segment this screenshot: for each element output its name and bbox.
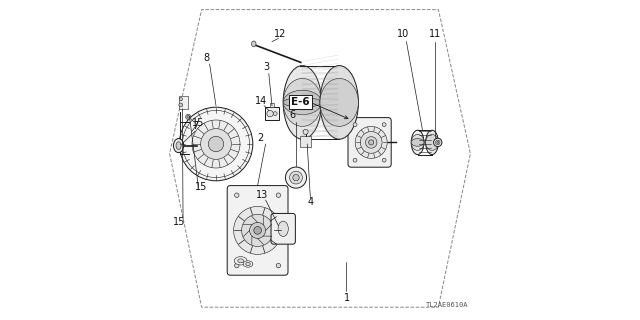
Circle shape <box>187 116 189 118</box>
Bar <box>179 96 188 109</box>
Text: 2: 2 <box>258 132 264 143</box>
Ellipse shape <box>426 130 438 155</box>
Circle shape <box>437 141 439 143</box>
Text: 4: 4 <box>308 196 314 207</box>
Circle shape <box>435 140 440 145</box>
FancyBboxPatch shape <box>227 186 288 275</box>
Circle shape <box>355 126 387 158</box>
Ellipse shape <box>176 142 181 149</box>
Ellipse shape <box>283 98 321 107</box>
Text: 10: 10 <box>397 28 410 39</box>
Circle shape <box>267 110 273 117</box>
Bar <box>300 136 312 147</box>
Ellipse shape <box>173 139 184 153</box>
Ellipse shape <box>278 221 288 236</box>
Ellipse shape <box>246 262 250 266</box>
Ellipse shape <box>320 66 358 139</box>
Text: 8: 8 <box>204 52 209 63</box>
Text: TL2AE0610A: TL2AE0610A <box>426 302 468 308</box>
Ellipse shape <box>243 261 253 267</box>
Ellipse shape <box>412 130 424 155</box>
Circle shape <box>179 107 253 181</box>
FancyBboxPatch shape <box>348 118 391 167</box>
Bar <box>265 107 279 120</box>
Circle shape <box>242 214 274 246</box>
Circle shape <box>186 114 191 119</box>
Circle shape <box>234 193 239 197</box>
Ellipse shape <box>412 134 424 150</box>
Circle shape <box>192 120 240 168</box>
Circle shape <box>365 137 377 148</box>
Ellipse shape <box>234 257 247 265</box>
Circle shape <box>273 112 277 116</box>
Ellipse shape <box>426 134 438 150</box>
Circle shape <box>360 132 382 153</box>
Text: 1: 1 <box>344 292 350 303</box>
Circle shape <box>353 158 357 162</box>
Text: 3: 3 <box>263 62 269 72</box>
Circle shape <box>179 103 183 107</box>
Ellipse shape <box>412 139 424 146</box>
FancyBboxPatch shape <box>271 213 296 244</box>
Text: 12: 12 <box>274 28 286 39</box>
Circle shape <box>234 206 282 254</box>
Text: E-6: E-6 <box>291 97 310 108</box>
Circle shape <box>250 222 266 238</box>
Text: 15: 15 <box>191 118 204 128</box>
Text: 7: 7 <box>192 121 198 132</box>
Ellipse shape <box>320 78 358 126</box>
Circle shape <box>179 98 182 101</box>
Circle shape <box>254 227 262 234</box>
Circle shape <box>201 129 232 159</box>
Circle shape <box>434 138 442 147</box>
Text: 15: 15 <box>195 182 207 192</box>
Circle shape <box>285 167 307 188</box>
Ellipse shape <box>283 90 321 115</box>
Ellipse shape <box>283 78 321 126</box>
Circle shape <box>382 158 386 162</box>
Ellipse shape <box>252 41 256 47</box>
Ellipse shape <box>283 66 321 139</box>
Text: 11: 11 <box>429 28 442 39</box>
Circle shape <box>290 171 302 184</box>
Circle shape <box>382 123 386 126</box>
Ellipse shape <box>303 129 308 134</box>
Text: 13: 13 <box>255 190 268 200</box>
Circle shape <box>276 263 280 268</box>
Circle shape <box>234 263 239 268</box>
Circle shape <box>209 136 224 152</box>
Circle shape <box>369 140 374 145</box>
Bar <box>270 103 274 107</box>
Ellipse shape <box>238 259 243 263</box>
Circle shape <box>276 193 280 197</box>
Circle shape <box>353 123 357 126</box>
Text: 6: 6 <box>290 110 296 120</box>
Text: 14: 14 <box>255 96 267 106</box>
Circle shape <box>293 174 300 181</box>
Text: 15: 15 <box>173 217 186 228</box>
